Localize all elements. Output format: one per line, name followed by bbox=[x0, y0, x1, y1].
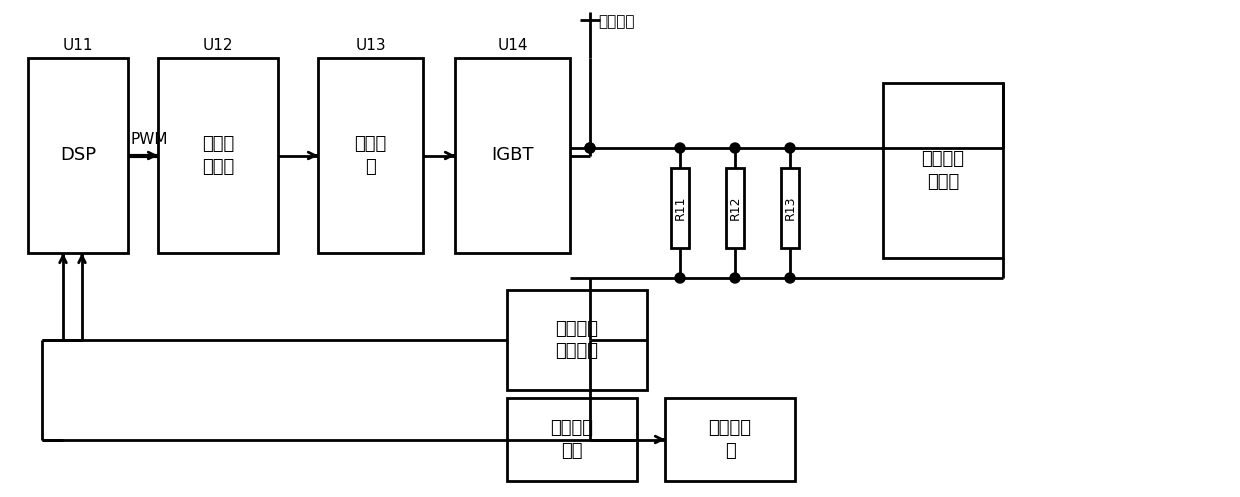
Text: R12: R12 bbox=[729, 196, 742, 220]
Text: PWM: PWM bbox=[130, 133, 167, 148]
Text: R13: R13 bbox=[784, 196, 796, 220]
Text: IGBT: IGBT bbox=[491, 147, 533, 165]
Bar bbox=[507, 290, 647, 390]
Text: 电平转
换电路: 电平转 换电路 bbox=[202, 135, 234, 175]
Text: 驱动电
路: 驱动电 路 bbox=[355, 135, 387, 175]
Circle shape bbox=[730, 273, 740, 283]
Text: U13: U13 bbox=[355, 38, 386, 53]
Text: U11: U11 bbox=[63, 38, 93, 53]
Text: DSP: DSP bbox=[60, 147, 95, 165]
Bar bbox=[317, 58, 423, 253]
Bar bbox=[157, 58, 278, 253]
Text: 母线电压
监控电路: 母线电压 监控电路 bbox=[556, 320, 599, 360]
Text: 功率管开
关电路: 功率管开 关电路 bbox=[921, 151, 965, 191]
Text: 温度传感
器: 温度传感 器 bbox=[708, 419, 751, 460]
Bar bbox=[665, 398, 795, 481]
Text: 温度监测
电路: 温度监测 电路 bbox=[551, 419, 594, 460]
Text: U12: U12 bbox=[203, 38, 233, 53]
Circle shape bbox=[675, 273, 684, 283]
Text: 母线电源: 母线电源 bbox=[598, 14, 635, 29]
Bar bbox=[455, 58, 570, 253]
Bar bbox=[507, 398, 637, 481]
Circle shape bbox=[785, 143, 795, 153]
Bar bbox=[883, 83, 1003, 258]
Text: U14: U14 bbox=[497, 38, 528, 53]
Circle shape bbox=[785, 273, 795, 283]
Bar bbox=[29, 58, 128, 253]
Bar bbox=[725, 168, 744, 248]
Circle shape bbox=[585, 143, 595, 153]
Circle shape bbox=[675, 143, 684, 153]
Text: R11: R11 bbox=[673, 196, 687, 220]
Bar bbox=[781, 168, 799, 248]
Circle shape bbox=[585, 143, 595, 153]
Circle shape bbox=[730, 143, 740, 153]
Bar bbox=[671, 168, 689, 248]
